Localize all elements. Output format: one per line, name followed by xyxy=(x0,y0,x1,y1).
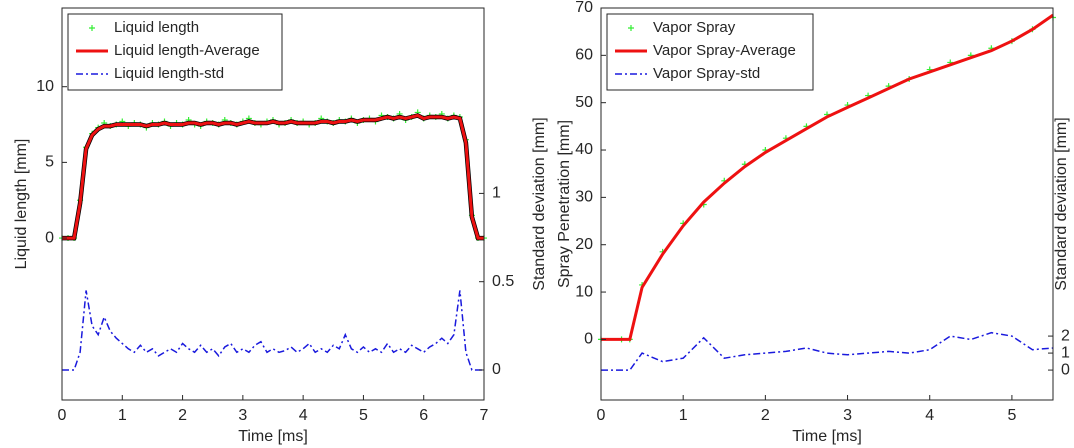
line xyxy=(601,13,1054,341)
y2-tick-label: 0 xyxy=(1061,361,1070,378)
y2-axis-label: Standard deviation [mm] xyxy=(531,117,548,290)
legend-label: Liquid length xyxy=(114,19,199,36)
y2-tick-label: 0 xyxy=(492,361,501,378)
y-tick-label: 20 xyxy=(575,236,593,253)
legend-label: Vapor Spray-Average xyxy=(653,42,796,59)
line xyxy=(601,331,1054,371)
line xyxy=(62,113,484,240)
y-tick-label: 10 xyxy=(575,283,593,300)
x-tick-label: 5 xyxy=(1007,407,1016,424)
legend-label: Vapor Spray xyxy=(653,19,736,36)
y-axis-label: Liquid length [mm] xyxy=(13,139,30,270)
x-tick-label: 1 xyxy=(679,407,688,424)
x-tick-label: 7 xyxy=(480,407,489,424)
legend-marker xyxy=(89,25,95,31)
x-tick-label: 4 xyxy=(925,407,934,424)
y2-tick-label: 0.5 xyxy=(492,273,514,290)
y-tick-label: 70 xyxy=(575,0,593,16)
x-axis-label: Time [ms] xyxy=(238,428,308,445)
legend-label: Liquid length-std xyxy=(114,65,224,82)
axes-box xyxy=(61,7,485,401)
x-tick-label: 0 xyxy=(58,407,67,424)
x-tick-label: 3 xyxy=(238,407,247,424)
x-tick-label: 2 xyxy=(178,407,187,424)
x-axis-label: Time [ms] xyxy=(792,428,862,445)
y-tick-label: 40 xyxy=(575,141,593,158)
legend-label: Vapor Spray-std xyxy=(653,65,760,82)
y2-tick-label: 1 xyxy=(1061,344,1070,361)
legend-marker xyxy=(628,25,634,31)
x-tick-label: 5 xyxy=(359,407,368,424)
y-tick-label: 10 xyxy=(36,78,54,95)
y-tick-label: 50 xyxy=(575,94,593,111)
y-tick-label: 5 xyxy=(45,154,54,171)
y2-axis-label: Standard deviation [mm] xyxy=(1053,117,1070,290)
y2-tick-label: 2 xyxy=(1061,327,1070,344)
y-tick-label: 60 xyxy=(575,47,593,64)
y-tick-label: 0 xyxy=(584,331,593,348)
legend-label: Liquid length-Average xyxy=(114,42,260,59)
x-tick-label: 1 xyxy=(118,407,127,424)
y-tick-label: 30 xyxy=(575,189,593,206)
x-tick-label: 6 xyxy=(419,407,428,424)
y-tick-label: 0 xyxy=(45,229,54,246)
x-tick-label: 4 xyxy=(299,407,308,424)
x-tick-label: 2 xyxy=(761,407,770,424)
x-tick-label: 0 xyxy=(597,407,606,424)
axes-box xyxy=(600,7,1054,401)
y-axis-label: Spray Penetration [mm] xyxy=(556,120,573,288)
y2-tick-label: 1 xyxy=(492,185,501,202)
x-tick-label: 3 xyxy=(843,407,852,424)
